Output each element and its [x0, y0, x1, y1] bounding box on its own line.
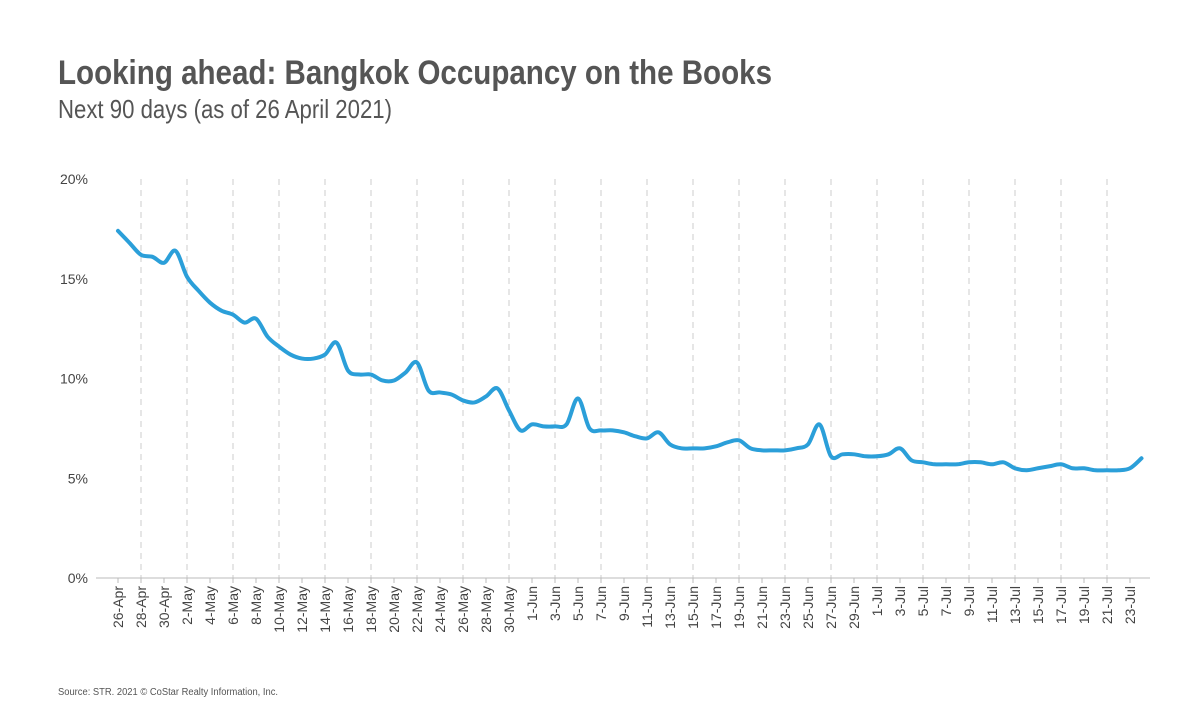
x-tick-label: 29-Jun	[846, 586, 862, 629]
y-tick-label: 15%	[60, 271, 88, 287]
x-tick-label: 18-May	[363, 586, 379, 633]
x-tick-label: 10-May	[271, 586, 287, 633]
x-tick-label: 23-Jun	[777, 586, 793, 629]
x-tick-label: 7-Jun	[593, 586, 609, 621]
x-tick-label: 5-Jun	[570, 586, 586, 621]
x-tick-label: 19-Jul	[1076, 586, 1092, 624]
x-tick-label: 25-Jun	[800, 586, 816, 629]
x-tick-label: 23-Jul	[1122, 586, 1138, 624]
x-tick-label: 26-Apr	[110, 586, 126, 628]
x-tick-label: 26-May	[455, 586, 471, 633]
x-tick-label: 20-May	[386, 586, 402, 633]
source-note: Source: STR. 2021 © CoStar Realty Inform…	[58, 687, 278, 698]
y-tick-label: 0%	[68, 570, 88, 586]
x-tick-label: 22-May	[409, 586, 425, 633]
x-tick-label: 21-Jul	[1099, 586, 1115, 624]
x-tick-label: 17-Jun	[708, 586, 724, 629]
x-tick-label: 4-May	[202, 586, 218, 625]
x-tick-label: 27-Jun	[823, 586, 839, 629]
x-tick-label: 30-May	[501, 586, 517, 633]
x-tick-label: 17-Jul	[1053, 586, 1069, 624]
x-tick-label: 9-Jun	[616, 586, 632, 621]
x-tick-label: 13-Jul	[1007, 586, 1023, 624]
x-tick-label: 12-May	[294, 586, 310, 633]
x-tick-label: 3-Jun	[547, 586, 563, 621]
x-tick-label: 6-May	[225, 586, 241, 625]
x-tick-label: 1-Jul	[869, 586, 885, 616]
x-tick-label: 5-Jul	[915, 586, 931, 616]
chart-subtitle: Next 90 days (as of 26 April 2021)	[58, 94, 392, 124]
x-tick-label: 8-May	[248, 586, 264, 625]
x-tick-label: 14-May	[317, 586, 333, 633]
x-tick-label: 9-Jul	[961, 586, 977, 616]
x-tick-label: 1-Jun	[524, 586, 540, 621]
y-tick-label: 20%	[60, 171, 88, 187]
x-tick-label: 13-Jun	[662, 586, 678, 629]
x-tick-label: 28-May	[478, 586, 494, 633]
x-tick-label: 21-Jun	[754, 586, 770, 629]
y-tick-label: 5%	[68, 470, 88, 486]
x-tick-label: 19-Jun	[731, 586, 747, 629]
y-tick-label: 10%	[60, 371, 88, 387]
x-tick-label: 15-Jun	[685, 586, 701, 629]
series-line	[116, 228, 1144, 473]
x-tick-label: 16-May	[340, 586, 356, 633]
x-tick-label: 3-Jul	[892, 586, 908, 616]
x-tick-label: 2-May	[179, 586, 195, 625]
x-tick-label: 15-Jul	[1030, 586, 1046, 624]
chart-title: Looking ahead: Bangkok Occupancy on the …	[58, 54, 772, 92]
x-tick-label: 11-Jul	[984, 586, 1000, 623]
x-tick-label: 28-Apr	[133, 586, 149, 628]
x-tick-label: 30-Apr	[156, 586, 172, 628]
x-tick-label: 24-May	[432, 586, 448, 633]
x-tick-label: 11-Jun	[639, 586, 655, 628]
x-tick-label: 7-Jul	[938, 586, 954, 616]
